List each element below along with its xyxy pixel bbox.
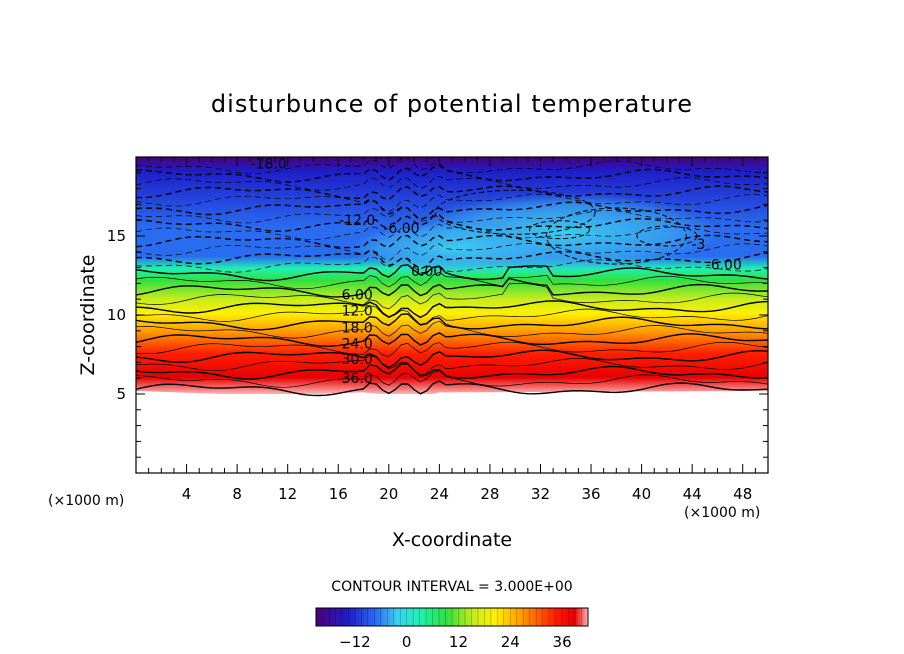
x-axis: 4 8 12 16 20 24 28 32 36 40 44 48 [148, 157, 756, 503]
contour-label: 36.0 [342, 371, 373, 387]
contour-label: 12.0 [342, 303, 373, 319]
colorbar-tick-label: 12 [449, 633, 468, 651]
contour-line [136, 264, 768, 282]
x-tick-label: 8 [232, 485, 242, 503]
contour-interval-label: CONTOUR INTERVAL = 3.000E+00 [331, 579, 572, 595]
contour-line [136, 256, 768, 274]
x-tick-label: 24 [430, 485, 449, 503]
x-unit-right: (×1000 m) [684, 505, 760, 521]
y-axis-label: Z-coordinate [77, 255, 99, 376]
x-tick-label: 36 [581, 485, 600, 503]
contour-line [136, 199, 768, 221]
contour-line [136, 164, 768, 183]
colorbar-ticks: −12 0 12 24 36 [339, 633, 572, 651]
contour-label: -12.0 [339, 213, 375, 229]
contour-line [136, 243, 768, 262]
contour-closed [545, 207, 687, 265]
colorbar-tick-label: 24 [501, 633, 520, 651]
contour-label: -18.0 [251, 156, 287, 172]
no-data-region [136, 390, 768, 473]
contour-lines [136, 157, 768, 397]
contour-label: 18.0 [342, 321, 373, 337]
contour-line [136, 185, 768, 201]
y-tick-label: 5 [116, 385, 126, 403]
contour-closed [636, 225, 698, 247]
contour-labels: -18.0-12.0 -6.00-6.00-30.006.0012.018.024… [251, 156, 742, 387]
x-tick-label: 16 [329, 485, 348, 503]
y-axis: 5 10 15 [107, 172, 768, 458]
contour-line [136, 332, 768, 347]
contour-line [136, 341, 768, 357]
colorbar-tick-label: 0 [402, 633, 412, 651]
x-tick-label: 48 [733, 485, 752, 503]
contour-label: 24.0 [342, 336, 373, 352]
x-tick-label: 12 [278, 485, 297, 503]
contour-line [136, 223, 768, 240]
contour-line [136, 380, 768, 397]
contour-line [136, 207, 768, 224]
contour-line [136, 234, 768, 249]
contour-line [136, 283, 768, 310]
x-tick-label: 32 [531, 485, 550, 503]
contour-closed [528, 220, 590, 240]
contour-label: -3 [691, 237, 705, 253]
cyan-region [350, 222, 554, 275]
contour-line [136, 349, 768, 369]
contour-line [136, 305, 768, 325]
contour-line [136, 214, 768, 232]
colorbar-dividers [315, 608, 589, 626]
chart-title: disturbunce of potential temperature [211, 90, 693, 118]
x-axis-label: X-coordinate [392, 529, 512, 551]
contour-label: 0.00 [411, 264, 442, 280]
contour-closed [434, 189, 596, 235]
contour-line [136, 157, 768, 175]
contour-label: 6.00 [342, 287, 373, 303]
contour-line [136, 271, 768, 290]
contour-line [136, 313, 768, 331]
colorbar-tick-label: −12 [339, 633, 371, 651]
colorbar-tick-label: 36 [553, 633, 572, 651]
contour-line [136, 355, 768, 376]
plot-area [136, 157, 768, 473]
contour-line [136, 175, 768, 191]
x-tick-label: 44 [683, 485, 702, 503]
y-tick-label: 10 [107, 306, 126, 324]
contour-line [136, 193, 768, 213]
contour-line [136, 277, 768, 298]
x-tick-label: 28 [480, 485, 499, 503]
y-tick-label: 15 [107, 227, 126, 245]
contour-line [136, 300, 768, 319]
contour-label: -6.00 [706, 257, 742, 273]
contour-line [136, 249, 768, 270]
contour-label: -6.00 [383, 221, 419, 237]
contour-line [136, 363, 768, 380]
x-tick-label: 20 [379, 485, 398, 503]
contour-label: 30.0 [342, 352, 373, 368]
x-tick-label: 40 [632, 485, 651, 503]
x-unit-left: (×1000 m) [48, 493, 124, 509]
x-tick-label: 4 [182, 485, 192, 503]
